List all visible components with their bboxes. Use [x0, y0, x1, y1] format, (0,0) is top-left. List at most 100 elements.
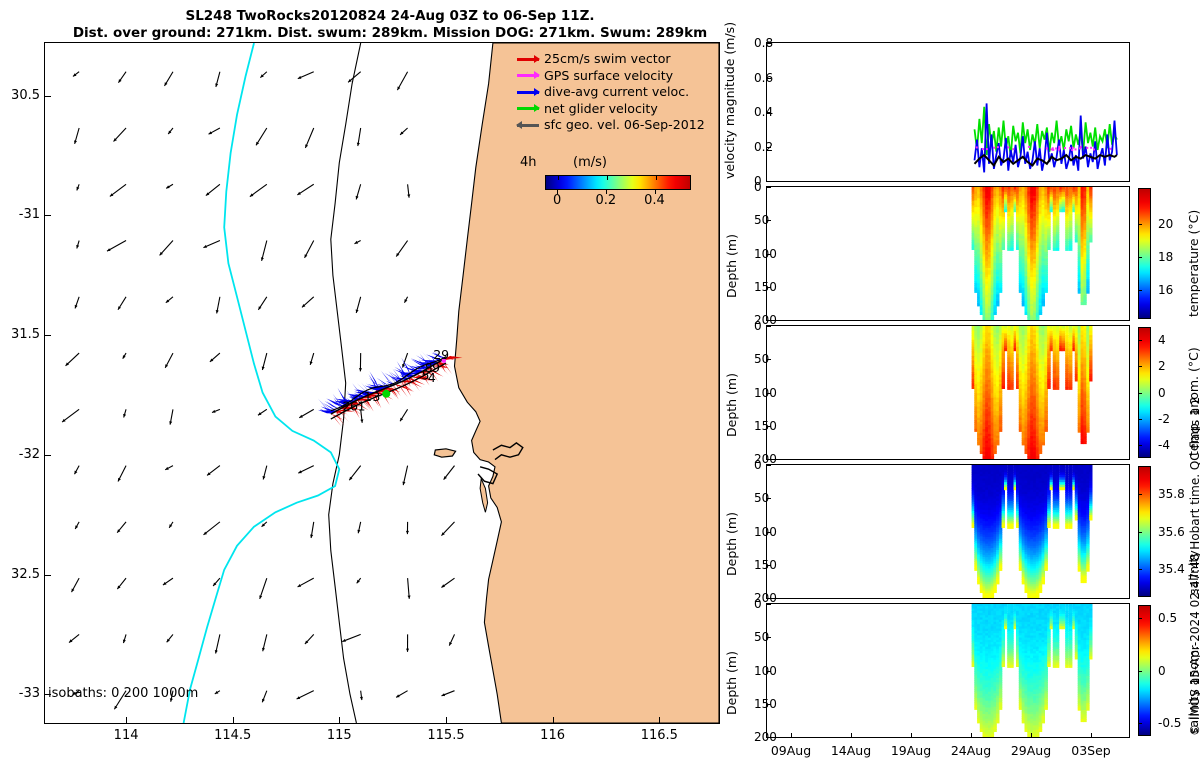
longitude-tick-mark: [446, 717, 447, 723]
velocity-ytick-label: 0.4: [754, 105, 758, 119]
map-colorbar-title: (m/s): [573, 155, 607, 170]
colorbar-top-tick: [607, 176, 608, 180]
depth-axis-title: Depth (m): [724, 512, 739, 576]
latitude-tick-label: -33: [0, 686, 40, 701]
legend-label: 25cm/s swim vector: [544, 51, 671, 68]
colorbar-tick-label: 0: [1158, 664, 1166, 678]
colorbar-tick-label: 4: [1158, 333, 1166, 347]
colorbar-tick-label: 35.4: [1158, 562, 1185, 576]
longitude-tick-mark: [233, 717, 234, 723]
colorbar-tick-mark: [1138, 445, 1142, 446]
colorbar-tick-mark: [1138, 618, 1142, 619]
temperature-anomaly-panel[interactable]: [766, 325, 1130, 460]
colorbar-tick-label: 16: [1158, 283, 1173, 297]
salinity-plot: [767, 465, 1127, 598]
velocity-ytick-mark: [766, 43, 771, 44]
depth-tick-mark: [766, 532, 771, 533]
depth-tick-label: 100: [754, 664, 758, 678]
latitude-tick-label: -32: [0, 447, 40, 462]
date-tick-label: 29Aug: [1011, 743, 1051, 758]
scale-note: 4h: [520, 155, 537, 170]
salinity-anomaly-panel[interactable]: [766, 603, 1130, 738]
depth-tick-mark: [766, 187, 771, 188]
velocity-ytick-mark: [766, 181, 771, 182]
depth-tick-mark: [766, 220, 771, 221]
depth-axis-title: Depth (m): [724, 651, 739, 715]
depth-tick-label: 150: [754, 280, 758, 294]
depth-tick-label: 200: [754, 730, 758, 744]
latitude-tick-label: 32.5: [0, 567, 40, 582]
date-tick-mark: [791, 733, 792, 738]
depth-tick-label: 0: [754, 180, 758, 194]
velocity-plot: [767, 43, 1129, 181]
date-tick-mark: [911, 733, 912, 738]
depth-tick-mark: [766, 565, 771, 566]
colorbar-tick-label: 35.8: [1158, 487, 1185, 501]
map-colorbar: [545, 175, 691, 190]
page-title-line1: SL248 TwoRocks20120824 24-Aug 03Z to 06-…: [0, 8, 780, 24]
depth-tick-mark: [766, 604, 771, 605]
depth-tick-mark: [766, 459, 771, 460]
depth-tick-label: 150: [754, 697, 758, 711]
net-glider-velocity-icon: [517, 103, 539, 114]
colorbar-tick-label: 20: [1158, 217, 1173, 231]
depth-tick-mark: [766, 498, 771, 499]
page-title-line2: Dist. over ground: 271km. Dist. swum: 28…: [0, 25, 780, 41]
date-tick-label: 14Aug: [831, 743, 871, 758]
velocity-ytick-mark: [766, 147, 771, 148]
depth-tick-label: 100: [754, 386, 758, 400]
colorbar-tick-mark: [1138, 671, 1142, 672]
colorbar-top-tick: [656, 176, 657, 180]
depth-tick-label: 0: [754, 458, 758, 472]
legend-label: net glider velocity: [544, 101, 658, 118]
depth-tick-label: 50: [754, 491, 758, 505]
colorbar-tick-label: 0.4: [644, 193, 665, 208]
legend-label: dive-avg current veloc.: [544, 84, 689, 101]
colorbar-tick-mark: [1138, 224, 1142, 225]
temperature-plot: [767, 187, 1127, 320]
longitude-tick-label: 114.5: [203, 728, 263, 743]
svg-text:4: 4: [428, 370, 436, 385]
depth-tick-mark: [766, 598, 771, 599]
colorbar-tick-label: 0.2: [595, 193, 616, 208]
latitude-tick-label: 31.5: [0, 327, 40, 342]
velocity-ytick-mark: [766, 78, 771, 79]
swim-vector-icon: [517, 54, 539, 65]
salinity-anomaly-plot: [767, 604, 1127, 737]
latitude-tick-mark: [45, 455, 51, 456]
legend-item: net glider velocity: [517, 101, 713, 118]
salinity-section-panel[interactable]: [766, 464, 1130, 599]
depth-tick-mark: [766, 359, 771, 360]
longitude-tick-label: 114: [96, 728, 156, 743]
depth-axis-title: Depth (m): [724, 373, 739, 437]
colorbar-tick-label: -4: [1158, 438, 1170, 452]
date-tick-label: 19Aug: [891, 743, 931, 758]
longitude-tick-label: 115.5: [416, 728, 476, 743]
depth-tick-mark: [766, 671, 771, 672]
sfc-geo-velocity-icon: [517, 120, 539, 131]
isobath-legend: isobaths: 0 200 1000m: [48, 686, 198, 701]
colorbar-tick-mark: [1138, 723, 1142, 724]
longitude-tick-mark: [339, 717, 340, 723]
temperature-section-panel[interactable]: [766, 186, 1130, 321]
latitude-tick-label: 30.5: [0, 88, 40, 103]
latitude-tick-mark: [45, 215, 51, 216]
velocity-magnitude-panel[interactable]: [766, 42, 1130, 182]
legend-item: dive-avg current veloc.: [517, 84, 713, 101]
svg-text:1: 1: [357, 399, 365, 414]
latitude-tick-mark: [45, 694, 51, 695]
gps-velocity-icon: [517, 70, 539, 81]
colorbar-tick-label: 18: [1158, 250, 1173, 264]
date-tick-mark: [851, 733, 852, 738]
depth-tick-mark: [766, 320, 771, 321]
latitude-tick-mark: [45, 96, 51, 97]
velocity-ytick-label: 0.6: [754, 71, 758, 85]
svg-text:3: 3: [372, 389, 380, 404]
depth-tick-mark: [766, 426, 771, 427]
colorbar-tick-label: -0.5: [1158, 716, 1181, 730]
